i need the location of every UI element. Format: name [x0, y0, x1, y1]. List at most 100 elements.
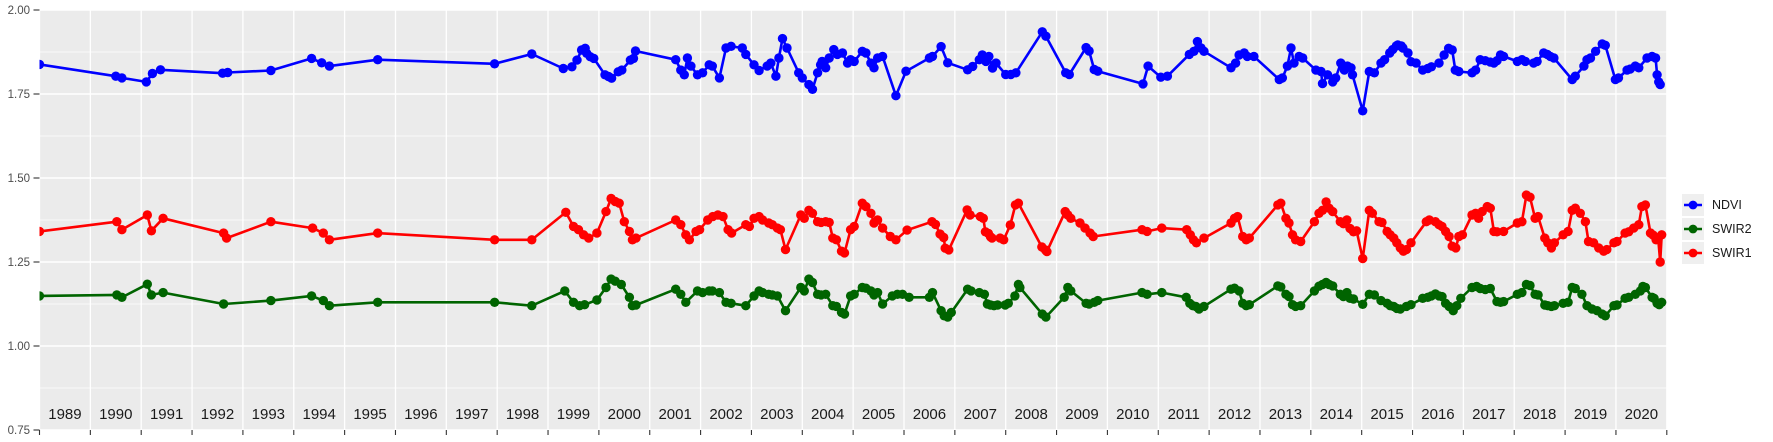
data-point [714, 73, 725, 83]
x-tick-label: 2014 [1320, 406, 1353, 423]
x-tick-label: 1998 [506, 406, 539, 423]
data-point [891, 91, 901, 101]
data-point [558, 63, 568, 74]
data-point [676, 220, 686, 230]
data-point [681, 297, 691, 307]
y-tick-label: 0.75 [8, 425, 30, 437]
y-tick-label: 1.50 [8, 173, 30, 185]
data-point [146, 226, 157, 236]
data-point [1520, 56, 1531, 67]
data-point [1003, 298, 1013, 308]
data-point [1015, 282, 1025, 293]
series-NDVI [39, 27, 1665, 116]
data-point [1328, 281, 1338, 291]
data-point [1652, 70, 1662, 80]
data-point [1284, 291, 1294, 302]
axis-ticks [33, 9, 1668, 435]
data-point [1142, 289, 1152, 299]
data-point [902, 225, 912, 235]
data-point [560, 286, 570, 296]
data-point [714, 287, 725, 298]
data-point [1406, 300, 1416, 310]
data-point [872, 287, 883, 298]
data-point [1585, 53, 1596, 63]
y-tick-label: 1.25 [8, 257, 30, 269]
data-point [1347, 70, 1358, 80]
data-point [676, 289, 686, 299]
data-point [527, 301, 537, 311]
data-point [849, 56, 859, 67]
x-tick-label: 2015 [1370, 406, 1403, 423]
data-point [1634, 220, 1644, 230]
data-point [158, 287, 168, 298]
data-point [631, 233, 641, 243]
x-tick-label: 1993 [252, 406, 285, 423]
data-point [373, 55, 383, 65]
x-tick-label: 1999 [557, 406, 590, 423]
data-point [1309, 217, 1320, 227]
data-point [1600, 40, 1611, 50]
data-point [1157, 287, 1167, 298]
data-point [1650, 53, 1661, 63]
data-point [39, 291, 45, 301]
data-point [307, 223, 318, 233]
data-point [812, 68, 823, 78]
data-point [1322, 70, 1333, 80]
data-point [1276, 198, 1286, 208]
data-point [766, 58, 776, 68]
x-tick-label: 1995 [353, 406, 386, 423]
data-point [1575, 208, 1586, 218]
data-point [1457, 230, 1468, 240]
data-point [771, 71, 781, 81]
data-point [774, 53, 784, 63]
data-point [1010, 291, 1020, 301]
data-point [697, 68, 708, 78]
x-axis-labels: 1989 1990 1991 1992 1993 1994 1995 1996 1997 1998… [48, 406, 1658, 423]
data-point [1242, 51, 1253, 62]
data-point [324, 61, 335, 71]
data-point [1199, 233, 1209, 243]
data-point [877, 223, 888, 233]
data-point [1230, 58, 1241, 68]
data-point [877, 299, 888, 309]
data-point [1331, 73, 1341, 83]
data-point [1093, 295, 1103, 306]
data-point [324, 301, 335, 311]
data-point [1284, 218, 1294, 228]
x-tick-label: 1994 [303, 406, 336, 423]
data-point [1634, 63, 1644, 73]
data-point [837, 48, 848, 58]
data-point [1328, 206, 1338, 217]
data-point [1549, 301, 1560, 311]
data-point [592, 228, 602, 238]
data-point [619, 217, 629, 227]
data-point [592, 295, 602, 305]
x-tick-label: 2001 [658, 406, 691, 423]
x-tick-label: 2013 [1269, 406, 1302, 423]
data-point [527, 235, 537, 245]
data-point [1379, 55, 1390, 65]
data-point [824, 53, 834, 63]
x-tick-label: 1990 [99, 406, 132, 423]
data-point [1470, 65, 1481, 75]
data-point [939, 232, 949, 243]
x-tick-label: 2006 [913, 406, 946, 423]
data-point [1143, 61, 1153, 71]
data-point [780, 244, 791, 255]
data-point [117, 292, 127, 302]
data-point [966, 286, 976, 296]
data-point [1093, 66, 1103, 76]
data-point [901, 66, 911, 76]
data-point [741, 301, 751, 311]
x-tick-label: 2008 [1014, 406, 1047, 423]
x-tick-label: 2020 [1625, 406, 1658, 423]
legend-key-swir2-icon [1682, 218, 1704, 240]
data-point [872, 215, 883, 225]
data-point [999, 235, 1009, 245]
data-point [317, 58, 327, 68]
data-point [1411, 58, 1421, 68]
data-point [1298, 53, 1308, 63]
data-point [780, 306, 791, 316]
data-point [1657, 230, 1667, 240]
x-tick-label: 1996 [404, 406, 437, 423]
